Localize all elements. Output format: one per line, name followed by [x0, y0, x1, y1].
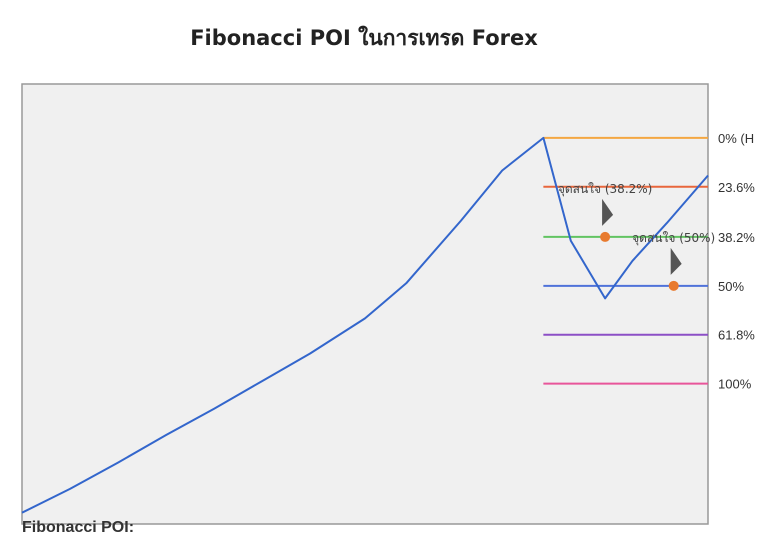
poi-pointer [602, 198, 614, 226]
fib-level-label: 100% [718, 377, 752, 392]
fibonacci-levels [543, 136, 708, 385]
poi-pointer [670, 247, 682, 275]
price-line [21, 136, 709, 514]
points-of-interest: จุดสนใจ (38.2%) จุดสนใจ (50%) [558, 182, 715, 291]
fibonacci-level-labels: 0% (H 23.6% 38.2% 50% 61.8% 100% [718, 131, 755, 392]
footer-label: Fibonacci POI: [22, 519, 135, 536]
poi-marker [668, 280, 679, 291]
poi-label: จุดสนใจ (50%) [632, 231, 715, 246]
fib-level-label: 50% [718, 279, 744, 294]
fib-level-label: 23.6% [718, 180, 755, 195]
chart-title: Fibonacci POI ในการเทรด Forex [190, 26, 538, 50]
fib-level-label: 0% (H [718, 131, 754, 146]
fib-level-label: 38.2% [718, 230, 755, 245]
poi-marker [600, 231, 611, 242]
plot-area [21, 83, 709, 525]
fib-level-label: 61.8% [718, 328, 755, 343]
poi-label: จุดสนใจ (38.2%) [558, 182, 653, 197]
